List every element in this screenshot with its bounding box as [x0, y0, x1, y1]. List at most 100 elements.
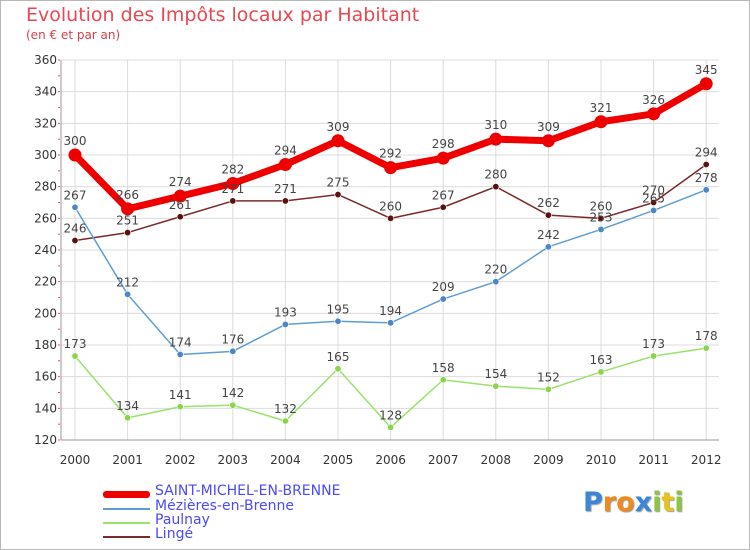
logo-letter: i	[652, 487, 662, 518]
data-label: 142	[221, 386, 244, 400]
data-label: 292	[379, 147, 402, 161]
chart-subtitle: (en € et par an)	[26, 28, 121, 42]
data-label: 253	[590, 210, 613, 224]
y-tick-label: 140	[34, 401, 57, 415]
y-tick-label: 260	[34, 211, 57, 225]
x-tick-label: 2003	[218, 453, 249, 467]
series-point-2	[650, 352, 658, 360]
data-label: 141	[169, 388, 192, 402]
data-label: 261	[169, 198, 192, 212]
series-point-3	[597, 214, 605, 222]
x-tick-label: 2010	[586, 453, 617, 467]
series-point-0	[489, 132, 503, 146]
series-point-2	[702, 344, 710, 352]
data-label: 265	[642, 191, 665, 205]
chart-title: Evolution des Impôts locaux par Habitant	[26, 4, 420, 26]
series-point-1	[544, 243, 552, 251]
logo-letter: i	[674, 487, 684, 518]
x-tick-label: 2005	[323, 453, 354, 467]
series-point-2	[71, 352, 79, 360]
data-label: 321	[590, 101, 613, 115]
data-label: 310	[484, 118, 507, 132]
data-label: 267	[64, 188, 87, 202]
series-point-2	[387, 423, 395, 431]
series-point-3	[71, 237, 79, 245]
series-point-1	[176, 350, 184, 358]
series-point-0	[331, 134, 345, 148]
legend-swatch-linge	[103, 536, 150, 538]
series-point-1	[439, 295, 447, 303]
series-point-0	[68, 148, 82, 162]
series-point-2	[439, 376, 447, 384]
data-label: 282	[221, 163, 244, 177]
series-point-2	[229, 401, 237, 409]
series-point-1	[702, 186, 710, 194]
data-label: 271	[274, 182, 297, 196]
series-point-0	[647, 107, 661, 121]
data-label: 173	[64, 337, 87, 351]
legend-label-linge: Lingé	[155, 526, 194, 542]
data-label: 309	[327, 120, 350, 134]
data-label: 132	[274, 402, 297, 416]
data-label: 195	[327, 302, 350, 316]
data-label: 174	[169, 336, 192, 350]
data-label: 278	[695, 171, 718, 185]
legend-label-paulnay: Paulnay	[155, 512, 210, 528]
data-label: 178	[695, 329, 718, 343]
series-point-3	[702, 161, 710, 169]
data-label: 294	[695, 146, 718, 160]
x-tick-label: 2006	[375, 453, 406, 467]
data-label: 176	[221, 332, 244, 346]
data-label: 251	[116, 214, 139, 228]
series-point-3	[229, 197, 237, 205]
x-tick-label: 2012	[691, 453, 722, 467]
y-tick-label: 160	[34, 370, 57, 384]
x-tick-label: 2008	[481, 453, 512, 467]
data-label: 246	[64, 222, 87, 236]
legend-label-mezieres: Mézières-en-Brenne	[155, 498, 295, 514]
series-point-0	[384, 161, 398, 175]
series-point-3	[281, 197, 289, 205]
data-label: 326	[642, 93, 665, 107]
series-point-0	[436, 151, 450, 165]
logo-letter: x	[634, 487, 653, 518]
series-point-0	[699, 77, 713, 91]
logo-letter: r	[602, 487, 617, 518]
series-point-0	[173, 189, 187, 203]
y-tick-label: 300	[34, 148, 57, 162]
data-label: 298	[432, 137, 455, 151]
series-point-3	[334, 191, 342, 199]
x-tick-label: 2007	[428, 453, 459, 467]
data-label: 345	[695, 63, 718, 77]
series-point-3	[439, 203, 447, 211]
series-point-0	[226, 177, 240, 190]
y-tick-label: 200	[34, 306, 57, 320]
data-label: 212	[116, 275, 139, 289]
series-point-1	[334, 317, 342, 325]
x-tick-label: 2000	[60, 453, 91, 467]
y-tick-label: 220	[34, 275, 57, 289]
series-point-2	[124, 414, 132, 422]
y-tick-label: 280	[34, 180, 57, 194]
data-label: 128	[379, 408, 402, 422]
x-tick-label: 2002	[165, 453, 196, 467]
data-label: 193	[274, 305, 297, 319]
series-point-3	[650, 199, 658, 207]
data-label: 300	[64, 134, 87, 148]
data-label: 154	[484, 367, 507, 381]
data-label: 271	[221, 182, 244, 196]
series-point-2	[334, 365, 342, 373]
series-point-1	[124, 290, 132, 298]
series-point-3	[492, 183, 500, 191]
data-label: 173	[642, 337, 665, 351]
data-label: 294	[274, 144, 297, 158]
data-label: 209	[432, 280, 455, 294]
legend-swatch-mezieres	[103, 508, 150, 510]
series-point-1	[229, 347, 237, 355]
series-point-0	[594, 115, 608, 129]
y-tick-label: 240	[34, 243, 57, 257]
series-point-1	[387, 319, 395, 327]
x-tick-label: 2001	[112, 453, 143, 467]
series-point-1	[650, 206, 658, 214]
